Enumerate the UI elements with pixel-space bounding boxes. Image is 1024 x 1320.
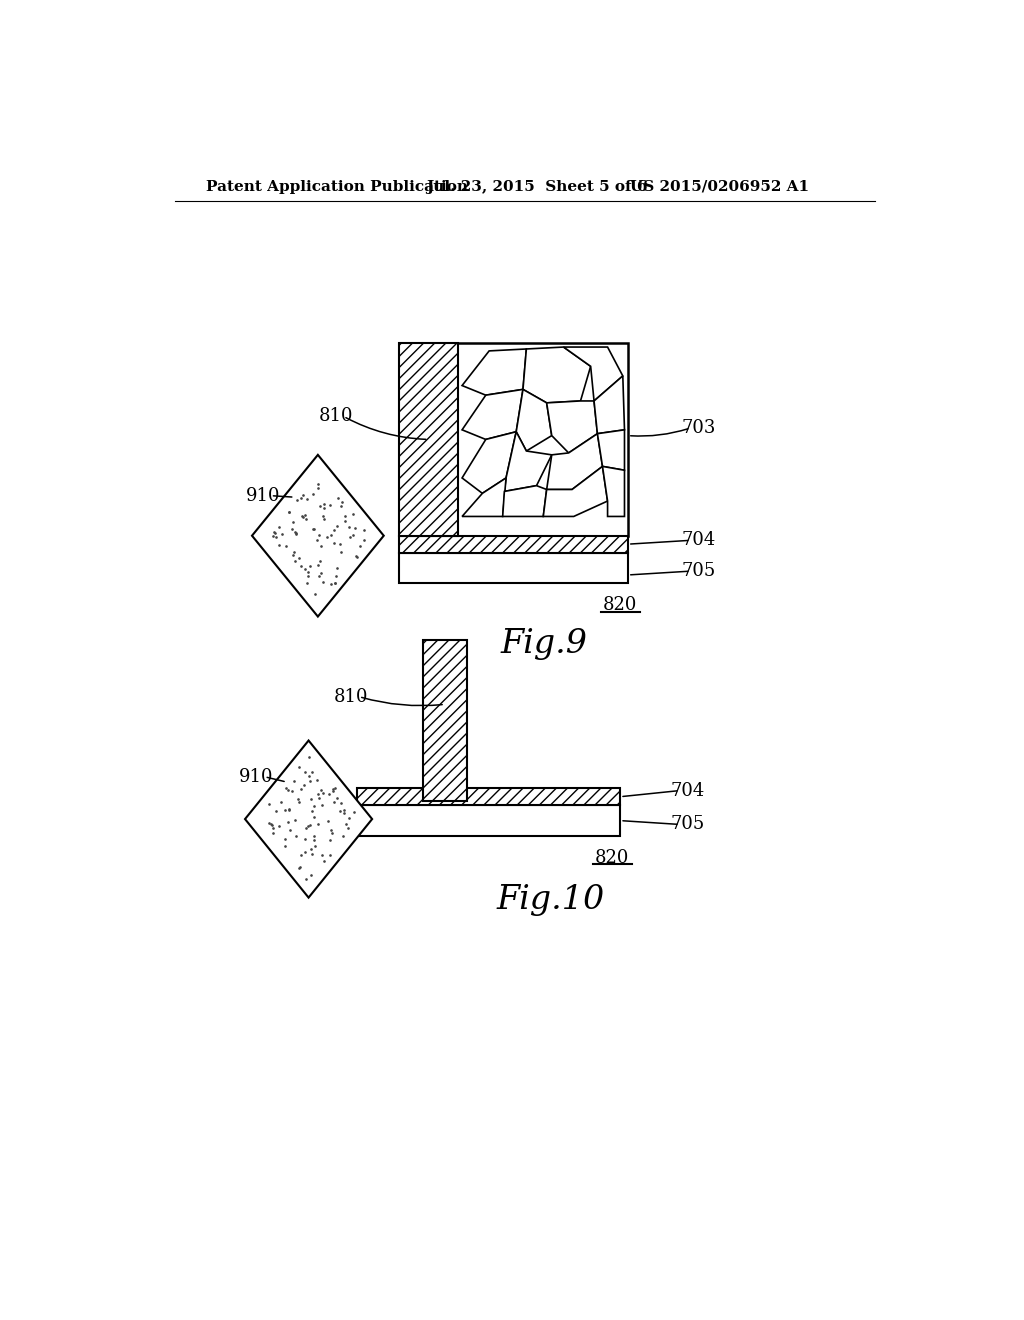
Polygon shape [245, 741, 372, 898]
Text: 810: 810 [334, 688, 369, 706]
Text: US 2015/0206952 A1: US 2015/0206952 A1 [630, 180, 809, 194]
Polygon shape [462, 348, 526, 395]
Text: 910: 910 [240, 768, 273, 785]
Bar [423, 640, 467, 801]
Polygon shape [594, 376, 625, 434]
Text: Jul. 23, 2015  Sheet 5 of 6: Jul. 23, 2015 Sheet 5 of 6 [426, 180, 648, 194]
Bar [356, 805, 621, 836]
Text: Fig.9: Fig.9 [501, 627, 588, 660]
Polygon shape [462, 478, 506, 516]
Polygon shape [563, 347, 623, 401]
Bar [399, 343, 628, 536]
Bar [399, 343, 458, 536]
Text: 820: 820 [595, 849, 630, 866]
Bar [399, 553, 628, 583]
Text: 820: 820 [603, 597, 637, 614]
Polygon shape [462, 389, 523, 440]
Polygon shape [544, 466, 607, 516]
Polygon shape [462, 432, 516, 494]
Bar [356, 788, 621, 805]
Text: Patent Application Publication: Patent Application Publication [206, 180, 468, 194]
Text: 705: 705 [681, 562, 716, 579]
Text: Fig.10: Fig.10 [497, 884, 604, 916]
Polygon shape [547, 434, 602, 490]
Text: 910: 910 [246, 487, 280, 504]
Polygon shape [252, 455, 384, 616]
Polygon shape [547, 401, 597, 453]
Text: 810: 810 [318, 408, 352, 425]
Polygon shape [597, 430, 625, 470]
Polygon shape [523, 347, 591, 403]
Text: 703: 703 [681, 418, 716, 437]
Polygon shape [602, 466, 625, 516]
Polygon shape [516, 389, 552, 451]
Polygon shape [503, 486, 547, 516]
Text: 705: 705 [671, 816, 705, 833]
Text: 704: 704 [671, 781, 705, 800]
Polygon shape [505, 432, 552, 491]
Bar [399, 536, 628, 553]
Text: 704: 704 [681, 532, 716, 549]
